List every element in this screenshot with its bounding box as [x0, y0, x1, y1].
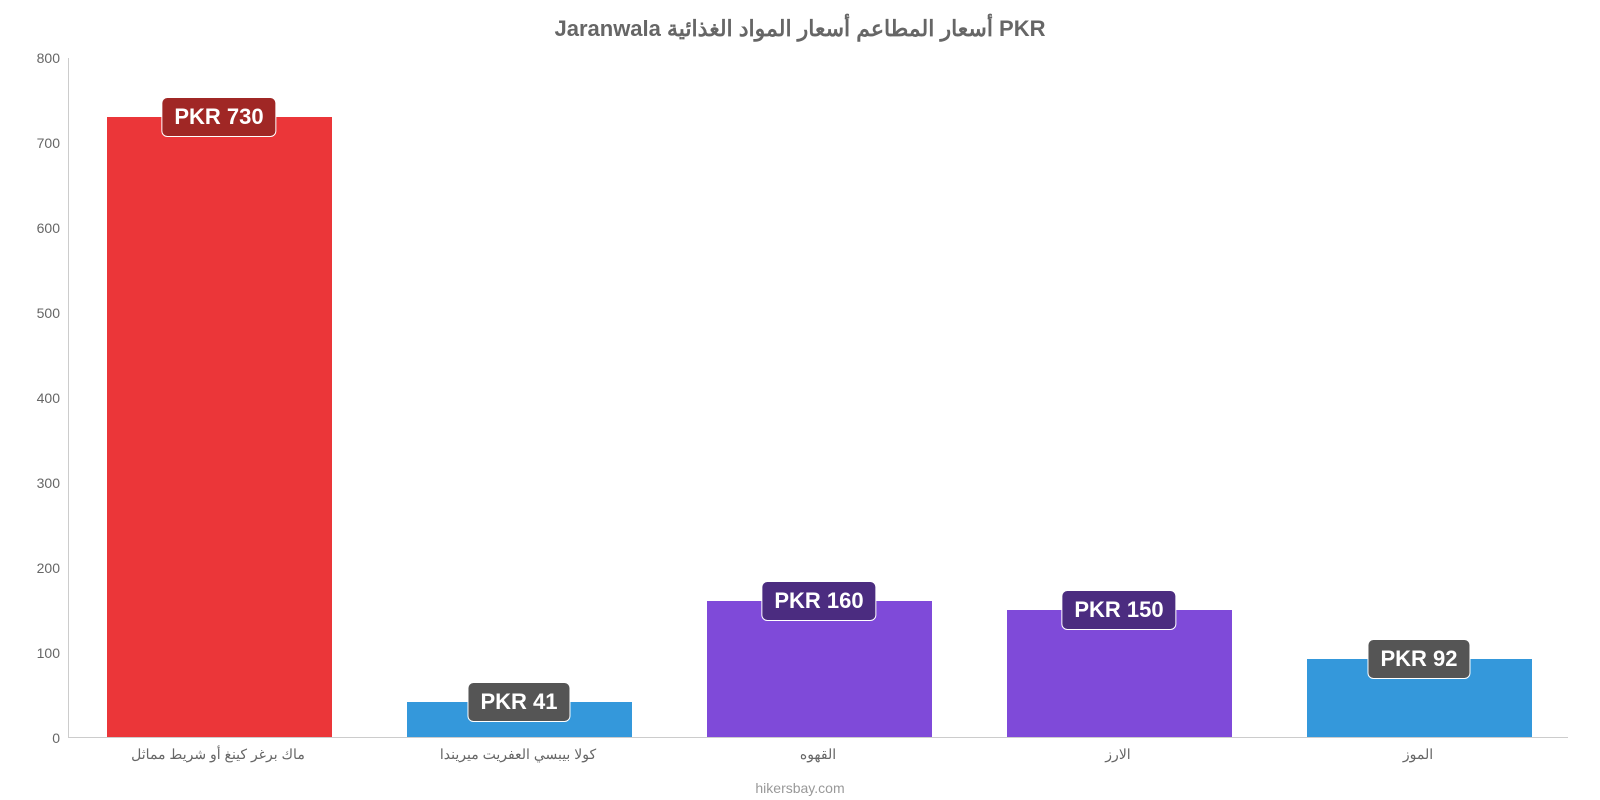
y-tick-label: 700	[20, 135, 60, 151]
y-tick-label: 400	[20, 390, 60, 406]
chart-title: Jaranwala أسعار المطاعم أسعار المواد الغ…	[0, 16, 1600, 42]
y-tick-label: 300	[20, 475, 60, 491]
bar	[107, 117, 332, 738]
y-tick-label: 600	[20, 220, 60, 236]
x-tick-label: كولا بيبسي العفريت ميريندا	[440, 746, 596, 763]
y-tick-label: 0	[20, 730, 60, 746]
plot-area: PKR 730 PKR 41 PKR 160 PKR 150 PKR 92	[68, 58, 1568, 738]
x-tick-label: الارز	[1105, 746, 1130, 763]
x-tick-label: القهوه	[800, 746, 836, 763]
bar	[707, 601, 932, 737]
value-badge: PKR 730	[161, 97, 276, 137]
price-bar-chart: Jaranwala أسعار المطاعم أسعار المواد الغ…	[0, 0, 1600, 800]
attribution-text: hikersbay.com	[0, 780, 1600, 796]
y-tick-label: 800	[20, 50, 60, 66]
value-badge: PKR 41	[467, 682, 570, 722]
y-tick-label: 100	[20, 645, 60, 661]
y-tick-label: 200	[20, 560, 60, 576]
value-badge: PKR 150	[1061, 590, 1176, 630]
y-tick-label: 500	[20, 305, 60, 321]
value-badge: PKR 92	[1367, 639, 1470, 679]
x-tick-label: ماك برغر كينغ أو شريط مماثل	[131, 746, 305, 763]
x-tick-label: الموز	[1403, 746, 1433, 763]
value-badge: PKR 160	[761, 581, 876, 621]
